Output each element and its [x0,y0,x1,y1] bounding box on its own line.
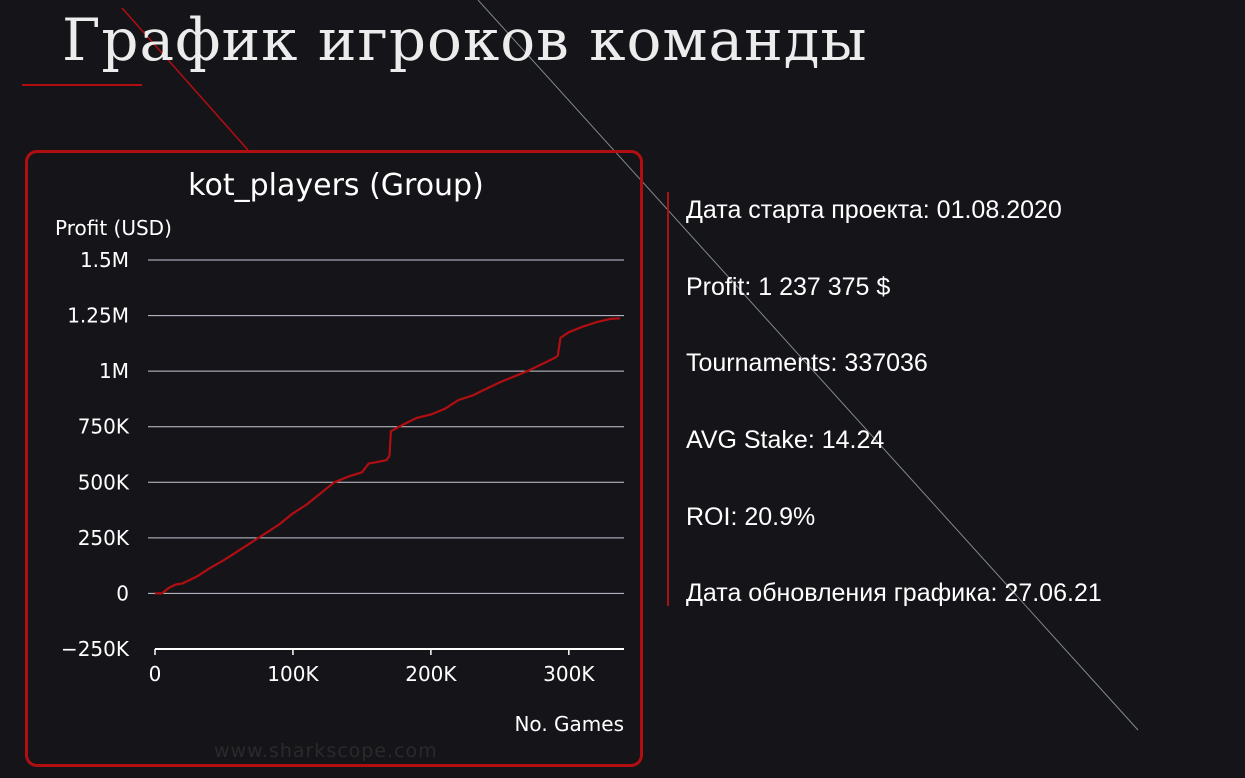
stat-tournaments: Tournaments: 337036 [686,349,928,377]
chart-panel: kot_players (Group) Profit (USD) No. Gam… [25,150,643,767]
stat-avg-stake: AVG Stake: 14.24 [686,426,885,454]
y-tick-label: −250K [61,637,130,661]
decorative-diagonal-gray [477,0,1139,731]
x-axis-label: No. Games [514,712,624,736]
stat-profit: Profit: 1 237 375 $ [686,273,891,301]
y-tick-label: 750K [78,415,130,439]
x-tick-label: 100K [267,662,319,686]
profit-series-line [155,317,620,595]
y-tick-label: 1M [99,359,129,383]
x-tick-label: 200K [405,662,457,686]
y-tick-label: 500K [78,470,130,494]
stats-divider [667,192,669,606]
stat-roi: ROI: 20.9% [686,503,816,531]
profit-line-chart: kot_players (Group) Profit (USD) No. Gam… [55,168,624,736]
y-axis-label: Profit (USD) [55,216,172,240]
decorative-diagonal-red [121,7,249,151]
y-tick-label: 250K [78,526,130,550]
x-tick-label: 0 [149,662,162,686]
y-tick-label: 0 [116,581,129,605]
y-tick-label: 1.5M [80,248,129,272]
y-tick-label: 1.25M [67,304,129,328]
page-title: График игроков команды [62,6,868,74]
stat-update-date: Дата обновления графика: 27.06.21 [686,579,1102,607]
x-tick-label: 300K [543,662,595,686]
chart-title: kot_players (Group) [188,168,484,203]
stat-start-date: Дата старта проекта: 01.08.2020 [686,196,1062,224]
sharkscope-watermark: www.sharkscope.com [214,740,438,762]
